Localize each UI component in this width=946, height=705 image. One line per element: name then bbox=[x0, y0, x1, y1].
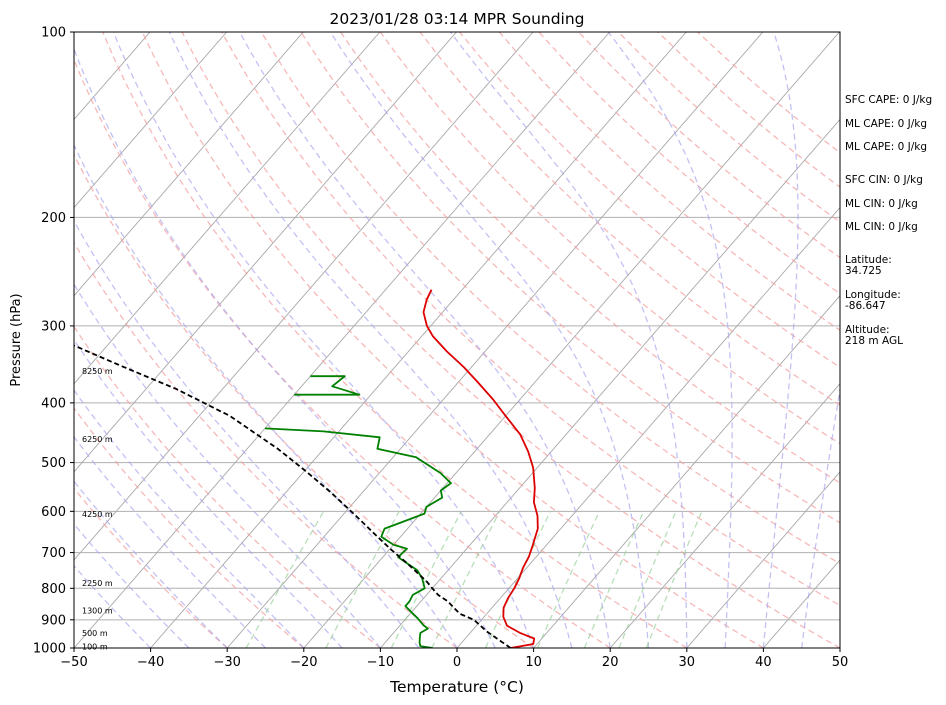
y-tick-label: 1000 bbox=[33, 642, 66, 657]
dry-adiabat-line bbox=[74, 153, 534, 648]
y-tick-label: 400 bbox=[41, 396, 66, 411]
y-tick-label: 100 bbox=[41, 26, 66, 41]
dry-adiabat-line bbox=[74, 241, 458, 648]
y-tick-label: 200 bbox=[41, 211, 66, 226]
dewpoint-profile-upper-line bbox=[294, 375, 361, 396]
height-label: 500 m bbox=[82, 629, 108, 638]
mixing-ratio-line bbox=[431, 511, 501, 648]
dry-adiabat-line bbox=[221, 32, 840, 607]
moist-adiabat-line bbox=[74, 480, 228, 648]
x-tick-label: −10 bbox=[367, 655, 394, 670]
isotherm-line bbox=[380, 118, 840, 648]
isotherm-line bbox=[74, 32, 381, 385]
stat-ml-cape-2: ML CAPE: 0 J/kg bbox=[845, 141, 928, 153]
chart-title: 2023/01/28 03:14 MPR Sounding bbox=[329, 10, 584, 28]
dry-adiabat-line bbox=[74, 58, 611, 648]
height-label: 6250 m bbox=[82, 435, 113, 444]
height-label: 100 m bbox=[82, 643, 108, 652]
moist-adiabat-line bbox=[168, 32, 573, 648]
moist-adiabat-line bbox=[762, 32, 799, 648]
mixing-ratio-line bbox=[618, 511, 677, 648]
moist-adiabat-line bbox=[74, 435, 266, 648]
y-axis-label: Pressure (hPa) bbox=[9, 293, 24, 386]
x-tick-label: −30 bbox=[213, 655, 240, 670]
moist-adiabat-line bbox=[449, 32, 688, 648]
mixing-ratio-line bbox=[536, 511, 600, 648]
moist-adiabat-line bbox=[74, 564, 152, 648]
moist-adiabat-line bbox=[74, 47, 496, 648]
x-tick-label: 30 bbox=[679, 655, 696, 670]
isotherm-line bbox=[74, 32, 534, 561]
dry-adiabat-line bbox=[498, 32, 840, 331]
dry-adiabat-line bbox=[538, 32, 840, 295]
stat-ml-cin-2: ML CIN: 0 J/kg bbox=[845, 221, 918, 233]
moist-adiabat-line bbox=[74, 338, 343, 648]
height-label: 8250 m bbox=[82, 367, 113, 376]
dewpoint-profile-line bbox=[264, 427, 452, 648]
temperature-profile-line bbox=[422, 289, 539, 648]
mixing-ratio-line bbox=[645, 511, 703, 648]
stat-longitude: Longitude: -86.647 bbox=[845, 289, 901, 312]
y-tick-label: 700 bbox=[41, 546, 66, 561]
moist-adiabat-line bbox=[74, 523, 190, 648]
isotherm-line bbox=[74, 32, 304, 297]
moist-adiabat-line bbox=[607, 32, 733, 648]
height-label: 2250 m bbox=[82, 579, 113, 588]
isotherm-line bbox=[686, 471, 840, 648]
x-tick-label: −20 bbox=[290, 655, 317, 670]
isotherm-line bbox=[74, 32, 227, 209]
y-tick-label: 300 bbox=[41, 319, 66, 334]
isotherm-line bbox=[609, 383, 840, 648]
y-tick-label: 800 bbox=[41, 582, 66, 597]
dry-adiabat-line bbox=[141, 32, 764, 648]
stat-sfc-cin: SFC CIN: 0 J/kg bbox=[845, 174, 923, 186]
isotherm-line bbox=[456, 206, 840, 648]
y-tick-label: 600 bbox=[41, 505, 66, 520]
stat-latitude: Latitude: 34.725 bbox=[845, 254, 892, 277]
height-label: 4250 m bbox=[82, 510, 113, 519]
x-tick-label: 0 bbox=[453, 655, 461, 670]
mixing-ratio-line bbox=[583, 511, 645, 648]
x-tick-label: 20 bbox=[602, 655, 619, 670]
dry-adiabat-line bbox=[102, 32, 688, 648]
isotherm-line bbox=[150, 32, 687, 648]
y-tick-label: 900 bbox=[41, 613, 66, 628]
dry-adiabat-line bbox=[459, 32, 840, 369]
moist-adiabat-line bbox=[329, 32, 650, 648]
stat-ml-cin-1: ML CIN: 0 J/kg bbox=[845, 198, 918, 210]
dry-adiabat-line bbox=[74, 487, 228, 648]
moist-adiabat-line bbox=[74, 219, 420, 648]
stat-ml-cape-1: ML CAPE: 0 J/kg bbox=[845, 118, 928, 130]
isotherm-line bbox=[226, 32, 764, 648]
dry-adiabat-line bbox=[260, 32, 840, 565]
dry-adiabat-line bbox=[181, 32, 840, 648]
mixing-ratio-line bbox=[245, 510, 325, 648]
x-tick-label: −50 bbox=[60, 655, 87, 670]
moist-adiabat-line bbox=[801, 385, 840, 648]
moist-adiabat-line bbox=[112, 32, 535, 648]
stat-altitude: Altitude: 218 m AGL bbox=[845, 324, 903, 347]
x-tick-label: 40 bbox=[755, 655, 772, 670]
x-tick-label: 10 bbox=[525, 655, 542, 670]
isotherm-line bbox=[533, 294, 840, 648]
moist-adiabat-line bbox=[239, 32, 611, 648]
moist-adiabat-line bbox=[74, 143, 458, 648]
moist-adiabat-line bbox=[74, 389, 305, 648]
mixing-ratio-line bbox=[390, 511, 462, 648]
dry-adiabat-line bbox=[74, 407, 305, 648]
isotherm-line bbox=[74, 32, 457, 473]
x-tick-label: 50 bbox=[832, 655, 849, 670]
x-axis-label: Temperature (°C) bbox=[389, 678, 524, 696]
y-tick-label: 500 bbox=[41, 456, 66, 471]
parcel-profile-line bbox=[74, 344, 512, 648]
height-label: 1300 m bbox=[82, 607, 113, 616]
mixing-ratio-line bbox=[325, 510, 400, 648]
x-tick-label: −40 bbox=[137, 655, 164, 670]
isotherm-line bbox=[74, 32, 610, 648]
stat-sfc-cape: SFC CAPE: 0 J/kg bbox=[845, 94, 933, 106]
